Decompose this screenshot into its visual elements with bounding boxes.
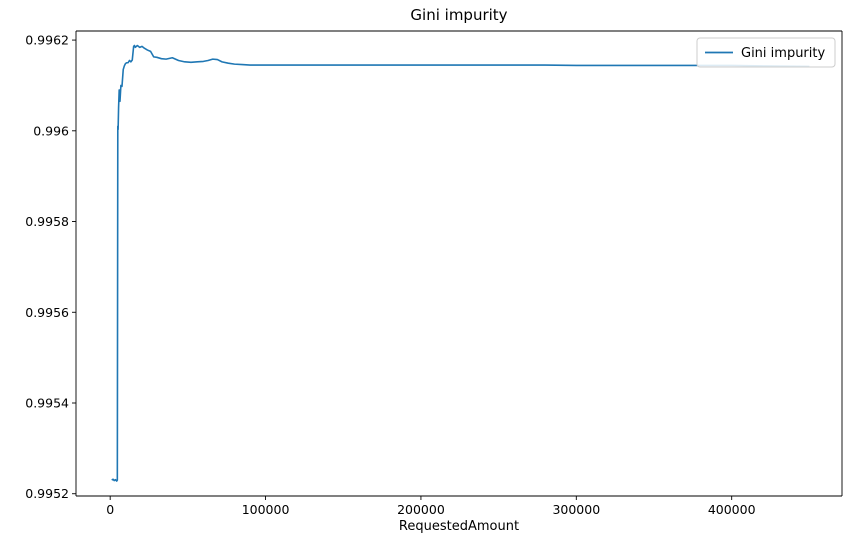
chart-title: Gini impurity [410, 6, 507, 24]
x-axis-label: RequestedAmount [399, 519, 519, 534]
x-tick-label: 400000 [708, 502, 756, 517]
y-tick-label: 0.9954 [25, 396, 69, 411]
legend-box [696, 37, 836, 68]
legend-label: Gini impurity [741, 46, 825, 61]
x-tick-label: 100000 [242, 502, 290, 517]
x-tick-label: 200000 [397, 502, 445, 517]
y-tick-label: 0.9958 [25, 214, 69, 229]
y-tick-label: 0.996 [33, 123, 69, 138]
x-tick-label: 0 [106, 502, 114, 517]
y-tick-label: 0.9952 [25, 486, 69, 501]
x-tick-label: 300000 [552, 502, 600, 517]
series-line-0 [111, 44, 810, 482]
y-tick-label: 0.9956 [25, 305, 69, 320]
y-tick-label: 0.9962 [25, 33, 69, 48]
